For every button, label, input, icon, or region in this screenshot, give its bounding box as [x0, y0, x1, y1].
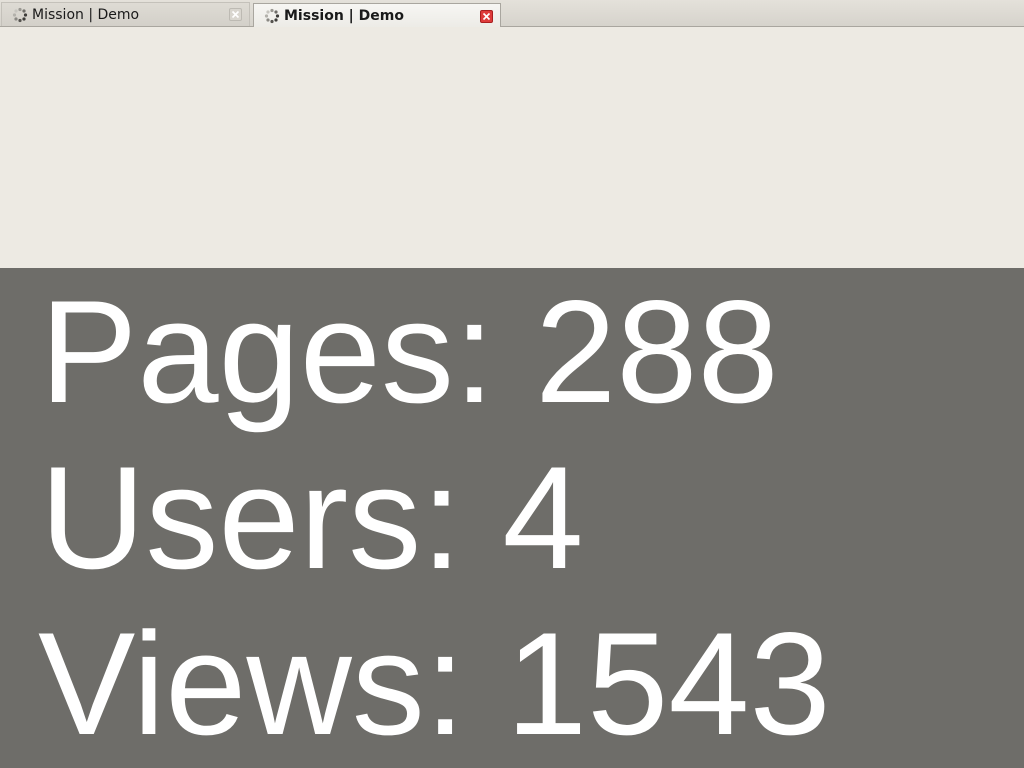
close-icon[interactable] — [229, 8, 242, 21]
pages-stat: Pages: 288 — [40, 270, 779, 433]
tab-title: Mission | Demo — [32, 6, 140, 23]
users-stat: Users: 4 — [40, 436, 584, 599]
loading-spinner-icon — [264, 8, 280, 24]
loading-spinner-icon — [12, 7, 28, 22]
tab-mission-demo-1[interactable]: Mission | Demo — [1, 2, 250, 26]
tab-bar: Mission | Demo Mission | Demo — [0, 0, 1024, 28]
tab-mission-demo-2[interactable]: Mission | Demo — [253, 3, 501, 28]
views-stat: Views: 1543 — [38, 602, 831, 765]
page-top-area — [0, 27, 1024, 268]
tab-title: Mission | Demo — [284, 8, 404, 24]
stats-panel: Pages: 288 Users: 4 Views: 1543 — [0, 268, 1024, 768]
close-icon[interactable] — [480, 9, 493, 23]
